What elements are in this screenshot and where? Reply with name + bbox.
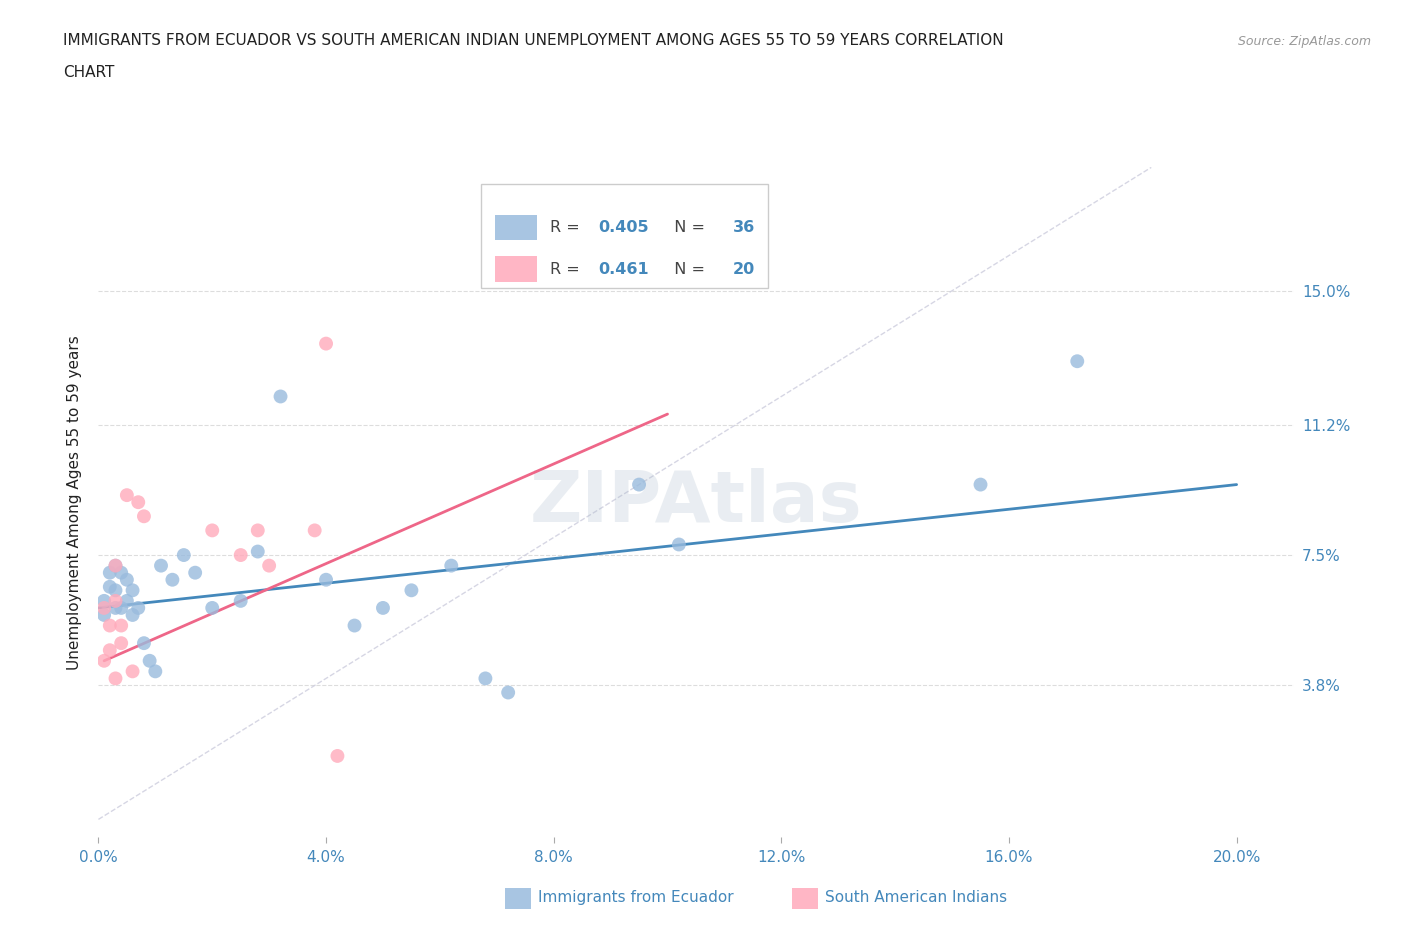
Point [127,601,149,616]
Point [104,558,127,573]
Point [201,523,224,538]
Text: Immigrants from Ecuador: Immigrants from Ecuador [538,890,734,905]
Point [104,583,127,598]
Point [98,565,121,580]
Point [98,579,121,594]
Point [628,477,651,492]
Point [138,654,160,669]
Y-axis label: Unemployment Among Ages 55 to 59 years: Unemployment Among Ages 55 to 59 years [67,335,83,670]
Point [969,477,991,492]
Point [246,544,269,559]
Point [270,389,292,404]
Point [326,749,349,764]
Point [143,664,166,679]
Point [110,601,132,616]
Point [115,572,138,587]
Point [132,636,155,651]
Text: CHART: CHART [63,65,115,80]
Text: R =: R = [550,261,585,277]
Bar [495,257,537,282]
Point [98,643,121,658]
Point [440,558,463,573]
Point [104,671,127,685]
Bar [495,215,537,240]
Point [121,664,143,679]
Point [115,487,138,502]
Point [496,685,519,700]
Point [93,593,115,608]
Point [110,618,132,633]
Point [98,618,121,633]
Point [343,618,366,633]
Point [93,601,115,616]
Point [110,636,132,651]
Point [401,583,423,598]
Point [229,548,252,563]
Bar [505,888,531,910]
Point [474,671,496,685]
Point [115,593,138,608]
Text: 0.405: 0.405 [598,220,648,235]
Text: N =: N = [664,261,710,277]
Point [315,572,337,587]
Point [162,572,184,587]
Text: N =: N = [664,220,710,235]
Point [668,537,690,551]
Point [121,607,143,622]
Point [371,601,394,616]
Point [201,601,224,616]
Point [173,548,195,563]
Point [229,593,252,608]
Bar [792,888,818,910]
Point [110,565,132,580]
Point [127,495,149,510]
Point [104,558,127,573]
Text: Source: ZipAtlas.com: Source: ZipAtlas.com [1237,35,1371,48]
Point [304,523,326,538]
Point [1066,353,1088,368]
Text: 20: 20 [733,261,755,277]
Text: South American Indians: South American Indians [825,890,1007,905]
Text: 0.461: 0.461 [598,261,648,277]
Text: 36: 36 [733,220,755,235]
FancyBboxPatch shape [481,184,768,288]
Point [315,336,337,351]
Point [246,523,269,538]
Point [150,558,173,573]
Point [93,607,115,622]
Point [132,509,155,524]
Point [104,593,127,608]
Point [257,558,280,573]
Point [104,601,127,616]
Text: IMMIGRANTS FROM ECUADOR VS SOUTH AMERICAN INDIAN UNEMPLOYMENT AMONG AGES 55 TO 5: IMMIGRANTS FROM ECUADOR VS SOUTH AMERICA… [63,33,1004,47]
Point [121,583,143,598]
Point [184,565,207,580]
Text: ZIPAtlas: ZIPAtlas [530,468,862,537]
Text: R =: R = [550,220,585,235]
Point [93,654,115,669]
